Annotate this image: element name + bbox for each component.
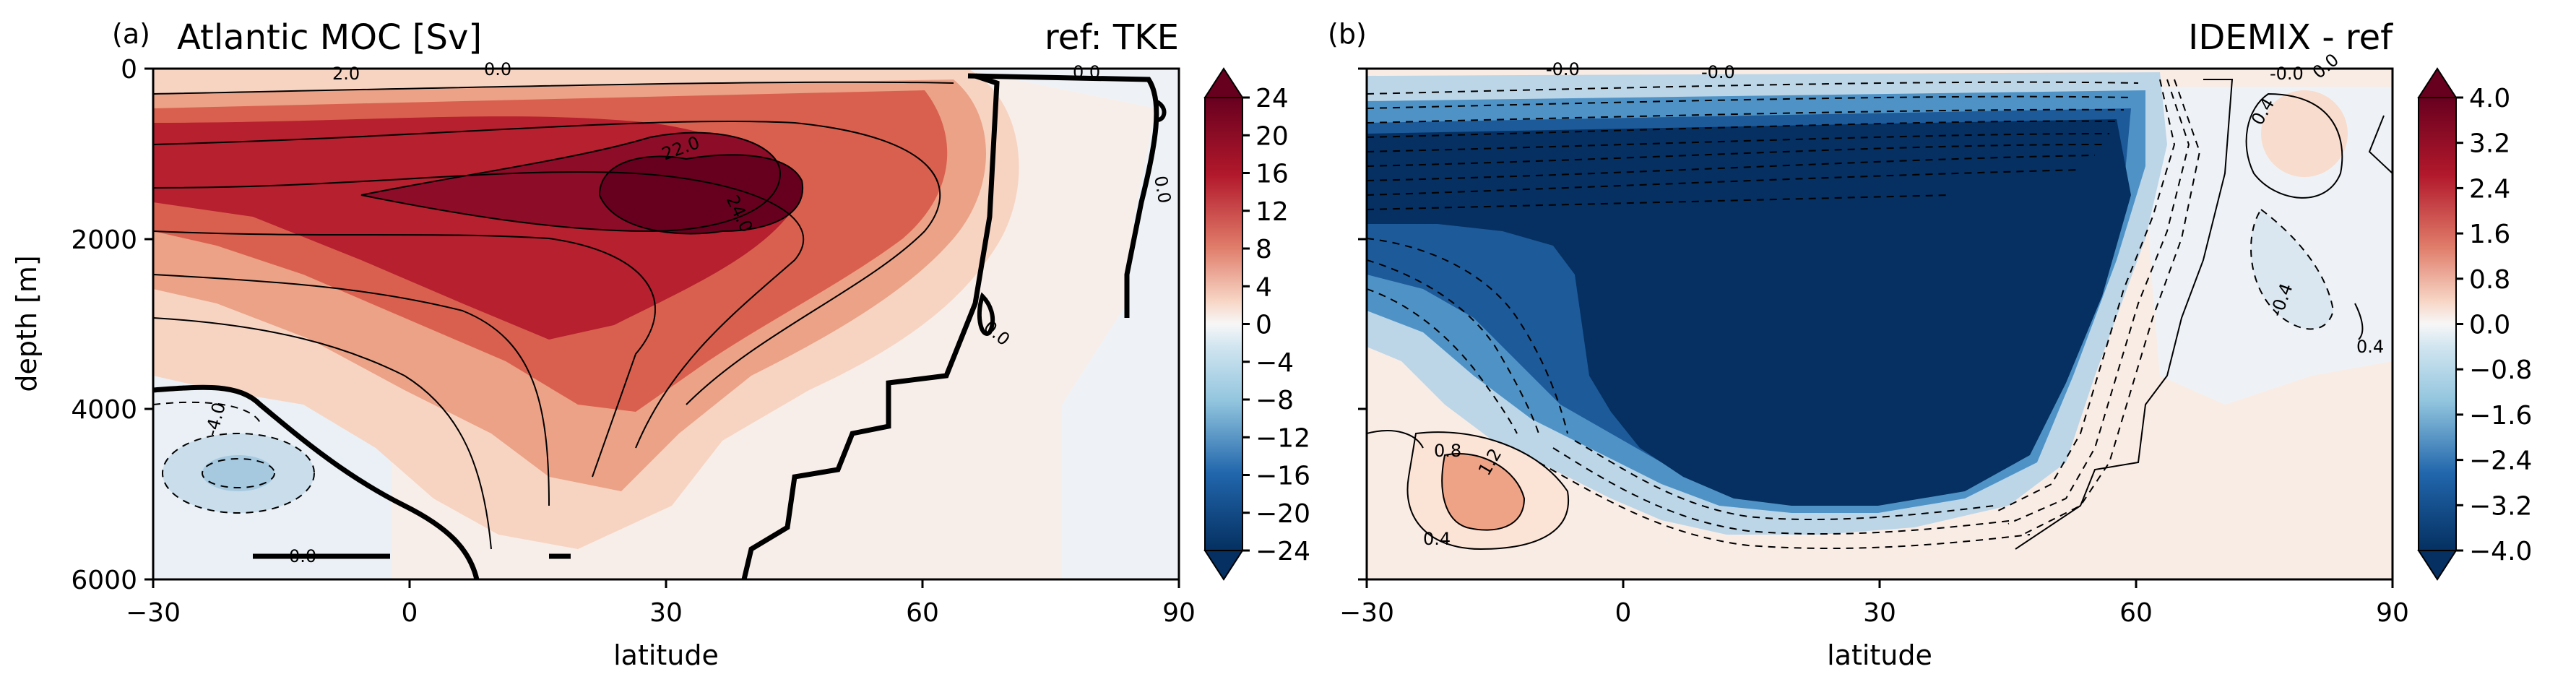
panel-b-xlabel: latitude [1827, 639, 1932, 671]
contour-label: -0.0 [1701, 62, 1735, 82]
panel-a: (a) Atlantic MOC [Sv] ref: TKE [11, 17, 1310, 671]
y-tick-label: 0 [121, 55, 137, 85]
colorbar-tick-label: 0.0 [2469, 311, 2510, 340]
panel-a-label: (a) [112, 18, 150, 50]
colorbar-tick-label: −8 [1255, 386, 1294, 415]
colorbar-tick-label: 0.8 [2469, 265, 2510, 295]
contour-label: 0.4 [2356, 337, 2384, 357]
colorbar-tick-label: 2.4 [2469, 174, 2510, 204]
panel-a-y-axis: 0 2000 4000 6000 depth [m] [11, 55, 153, 595]
colorbar-tick-label: 16 [1255, 160, 1289, 189]
colorbar-tick-label: −20 [1255, 499, 1310, 529]
panel-a-title: Atlantic MOC [Sv] [177, 17, 482, 58]
colorbar-tick-label: −0.8 [2469, 355, 2532, 385]
colorbar-tick-label: 4 [1255, 272, 1272, 302]
panel-b-colorbar: 4.0 3.2 2.4 1.6 0.8 0.0 −0.8 −1.6 −2.4 −3.2 −4.0 [2417, 67, 2532, 581]
contour-label: 2.0 [332, 64, 360, 84]
contour-label: 0.4 [1423, 529, 1451, 549]
contour-label: 0.8 [1434, 441, 1461, 461]
colorbar-tick-label: −24 [1255, 537, 1310, 566]
colorbar-tick-label: −1.6 [2469, 401, 2532, 431]
colorbar-tick-label: −12 [1255, 423, 1310, 453]
panel-a-x-axis: −30 0 30 60 90 latitude [126, 579, 1196, 671]
x-tick-label: 90 [1162, 598, 1196, 628]
contour-label: -0.0 [2270, 64, 2304, 84]
panel-b-x-axis: −30 0 30 60 90 latitude [1339, 579, 2409, 671]
x-tick-label: −30 [1339, 598, 1394, 628]
x-tick-label: 30 [649, 598, 683, 628]
colorbar-tick-label: 12 [1255, 197, 1289, 227]
panel-a-xlabel: latitude [613, 639, 719, 671]
panel-a-ylabel: depth [m] [11, 255, 43, 392]
x-tick-label: 30 [1863, 598, 1896, 628]
x-tick-label: 90 [2376, 598, 2409, 628]
colorbar-tick-label: 20 [1255, 121, 1289, 151]
colorbar-tick-label: −4 [1255, 348, 1294, 378]
colorbar-ticks: 24 20 16 12 8 4 0 −4 −8 −12 −16 −20 −24 [1242, 84, 1310, 566]
panel-a-field [153, 69, 1179, 579]
y-tick-label: 2000 [71, 225, 137, 255]
panel-a-colorbar: 24 20 16 12 8 4 0 −4 −8 −12 −16 −20 −24 [1203, 67, 1310, 581]
colorbar-tick-label: −16 [1255, 462, 1310, 491]
x-tick-label: 60 [2119, 598, 2153, 628]
panel-b-label: (b) [1328, 18, 1367, 50]
colorbar-tick-label: 0 [1255, 311, 1272, 340]
colorbar-tick-label: 4.0 [2469, 84, 2510, 113]
panel-b-title-right: IDEMIX - ref [2188, 17, 2393, 58]
colorbar-tick-label: 3.2 [2469, 129, 2510, 159]
y-tick-label: 6000 [71, 566, 137, 595]
colorbar-tick-label: −3.2 [2469, 491, 2532, 521]
contour-label: 0.0 [1150, 174, 1175, 204]
x-tick-label: −30 [126, 598, 181, 628]
panel-b-y-axis [1358, 67, 1367, 581]
x-tick-label: 0 [402, 598, 418, 628]
colorbar-tick-label: 8 [1255, 235, 1272, 264]
colorbar-tick-label: 24 [1255, 84, 1289, 113]
contour-label: 0.0 [1073, 62, 1100, 82]
colorbar-ticks: 4.0 3.2 2.4 1.6 0.8 0.0 −0.8 −1.6 −2.4 −3.2 −4.0 [2456, 84, 2532, 566]
panel-a-title-right: ref: TKE [1045, 17, 1179, 58]
colorbar-tick-label: 1.6 [2469, 220, 2510, 249]
x-tick-label: 0 [1615, 598, 1632, 628]
panel-b-field [1367, 69, 2393, 579]
y-tick-label: 4000 [71, 395, 137, 425]
colorbar-tick-label: −2.4 [2469, 446, 2532, 476]
colorbar-tick-label: −4.0 [2469, 537, 2532, 566]
x-tick-label: 60 [906, 598, 939, 628]
contour-label: 0.0 [289, 546, 316, 566]
panel-b: (b) IDEMIX - ref [1328, 17, 2532, 671]
